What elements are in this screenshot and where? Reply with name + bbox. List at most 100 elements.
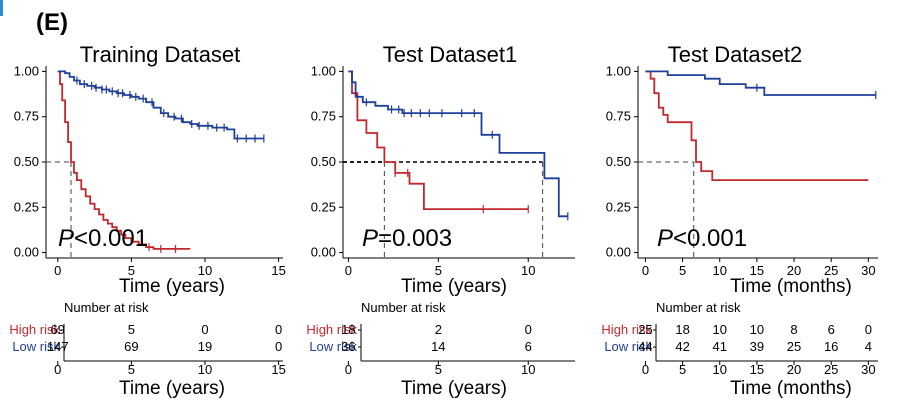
- risk-x-tick-label: 0: [54, 362, 61, 377]
- y-tick-label: 0.50: [311, 154, 336, 169]
- risk-count: 0: [525, 322, 532, 337]
- risk-count: 6: [525, 339, 532, 354]
- x-tick-label: 0: [642, 263, 649, 278]
- risk-count: 0: [201, 322, 208, 337]
- x-tick-label: 20: [787, 263, 801, 278]
- risk-row-label: High risk: [9, 322, 60, 337]
- risk-count: 18: [675, 322, 689, 337]
- risk-count: 6: [828, 322, 835, 337]
- y-tick-label: 0.75: [14, 109, 39, 124]
- risk-x-tick-label: 25: [824, 362, 838, 377]
- risk-x-tick-label: 10: [198, 362, 212, 377]
- x-tick-label: 25: [824, 263, 838, 278]
- high-risk-curve: [348, 70, 529, 210]
- chart-title: Training Dataset: [80, 42, 241, 67]
- y-tick-label: 0.25: [14, 199, 39, 214]
- risk-count: 8: [790, 322, 797, 337]
- x-tick-label: 0: [345, 263, 352, 278]
- risk-count: 10: [712, 322, 726, 337]
- y-tick-label: 1.00: [14, 63, 39, 78]
- y-tick-label: 0.75: [311, 109, 336, 124]
- x-tick-label: 15: [750, 263, 764, 278]
- risk-x-tick-label: 5: [679, 362, 686, 377]
- km-plot-test1: 0.00 0.25 0.50 0.75 1.00 0 5 10: [311, 63, 575, 278]
- chart-title: Test Dataset2: [668, 42, 803, 67]
- km-plot-training: 0.00 0.25 0.50 0.75 1.00 0 5 10 15: [14, 63, 286, 278]
- x-tick-label: 10: [198, 263, 212, 278]
- risk-x-tick-label: 30: [861, 362, 875, 377]
- risk-count: 10: [750, 322, 764, 337]
- risk-table-header: Number at risk: [361, 300, 446, 315]
- x-tick-label: 5: [679, 263, 686, 278]
- edge-mark: [0, 0, 3, 16]
- risk-count: 0: [275, 339, 282, 354]
- p-value: <0.001: [74, 225, 148, 252]
- panel-label: (E): [36, 9, 68, 36]
- risk-count: 39: [750, 339, 764, 354]
- risk-count: 0: [275, 322, 282, 337]
- x-tick-label: 10: [521, 263, 535, 278]
- y-tick-label: 0.25: [311, 199, 336, 214]
- x-tick-label: 5: [435, 263, 442, 278]
- risk-count: 25: [787, 339, 801, 354]
- x-axis-title: Time (months): [730, 276, 852, 297]
- x-tick-label: 30: [861, 263, 875, 278]
- risk-count: 0: [865, 322, 872, 337]
- risk-count: 42: [675, 339, 689, 354]
- y-tick-label: 0.00: [606, 245, 631, 260]
- x-axis-title: Time (years): [119, 276, 225, 297]
- risk-row-label: High risk: [306, 322, 357, 337]
- y-tick-label: 0.50: [606, 154, 631, 169]
- risk-count: 69: [51, 322, 65, 337]
- y-tick-label: 0.00: [14, 245, 39, 260]
- risk-x-axis-title: Time (years): [401, 378, 507, 399]
- risk-count: 69: [124, 339, 138, 354]
- risk-count: 19: [198, 339, 212, 354]
- risk-x-tick-label: 5: [128, 362, 135, 377]
- risk-x-tick-label: 10: [521, 362, 535, 377]
- low-risk-curve: [645, 70, 876, 96]
- p-symbol: P: [362, 225, 378, 252]
- p-value-label: P=0.003: [362, 225, 452, 252]
- risk-table-header: Number at risk: [656, 300, 741, 315]
- x-tick-label: 10: [712, 263, 726, 278]
- km-panel-test1: Test Dataset1 0.00 0.25 0.50 0.75 1.00 0 5 10 P…: [306, 42, 575, 399]
- y-tick-label: 1.00: [606, 63, 631, 78]
- km-panel-test2: Test Dataset2 0.00 0.25 0.50 0.75 1.00 0 5 10 15…: [601, 42, 878, 399]
- risk-x-axis-title: Time (years): [119, 378, 225, 399]
- risk-x-tick-label: 0: [345, 362, 352, 377]
- low-risk-curve: [348, 70, 568, 218]
- y-tick-label: 0.25: [606, 199, 631, 214]
- risk-row-label: Low risk: [309, 339, 357, 354]
- risk-x-tick-label: 10: [712, 362, 726, 377]
- p-value-label: P<0.001: [58, 225, 148, 252]
- chart-title: Test Dataset1: [383, 42, 518, 67]
- km-plot-test2: 0.00 0.25 0.50 0.75 1.00 0 5 10 15 20 25 30: [606, 63, 878, 278]
- p-symbol: P: [58, 225, 74, 252]
- risk-row-label: Low risk: [12, 339, 60, 354]
- y-tick-label: 0.00: [311, 245, 336, 260]
- risk-count: 44: [638, 339, 652, 354]
- p-value: =0.003: [378, 225, 452, 252]
- risk-count: 16: [824, 339, 838, 354]
- risk-count: 25: [638, 322, 652, 337]
- risk-row-label: High risk: [601, 322, 652, 337]
- km-panel-training: Training Dataset 0.00 0.25 0.50 0.75 1.00 0 5 1…: [9, 42, 285, 399]
- p-symbol: P: [657, 225, 673, 252]
- x-tick-label: 15: [271, 263, 285, 278]
- high-risk-curve: [57, 70, 191, 250]
- risk-x-tick-label: 15: [271, 362, 285, 377]
- y-tick-label: 0.75: [606, 109, 631, 124]
- risk-count: 18: [341, 322, 355, 337]
- risk-count: 41: [712, 339, 726, 354]
- x-tick-label: 5: [128, 263, 135, 278]
- risk-count: 2: [435, 322, 442, 337]
- risk-count: 36: [341, 339, 355, 354]
- risk-x-axis-title: Time (months): [730, 378, 852, 399]
- risk-count: 14: [431, 339, 445, 354]
